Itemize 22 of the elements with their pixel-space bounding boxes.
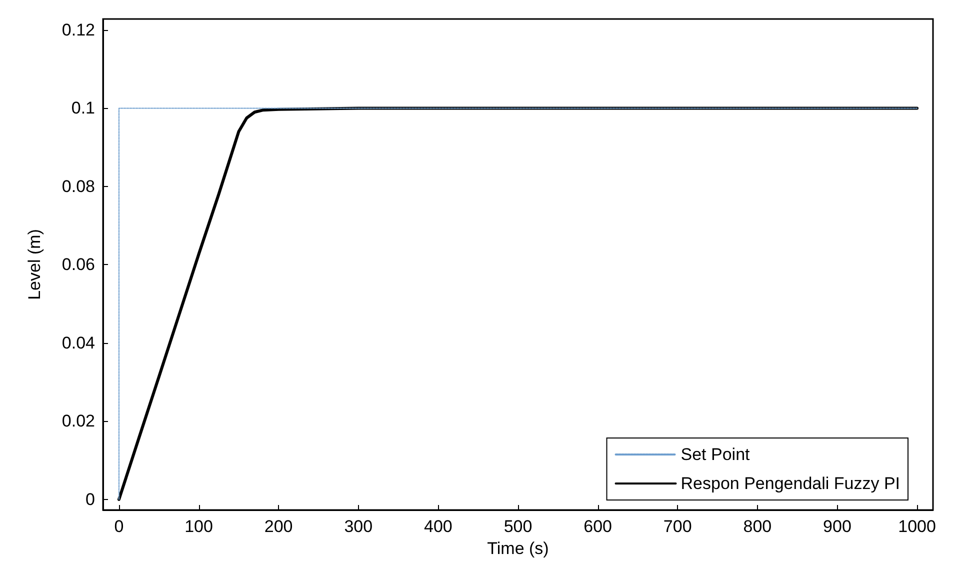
y-tick-label: 0.02 xyxy=(62,412,95,431)
x-tick-label: 900 xyxy=(823,517,852,536)
y-tick-label: 0.08 xyxy=(62,176,95,196)
x-axis-title: Time (s) xyxy=(487,539,549,558)
y-tick-label: 0.12 xyxy=(62,20,95,40)
x-tick-label: 400 xyxy=(424,517,452,536)
x-tick-label: 600 xyxy=(584,517,612,536)
x-tick-label: 800 xyxy=(743,517,772,536)
legend-label: Set Point xyxy=(680,445,750,464)
y-tick-label: 0.04 xyxy=(62,333,95,352)
x-tick-label: 1000 xyxy=(898,517,936,536)
y-tick-label: 0.1 xyxy=(71,98,95,118)
x-tick-label: 200 xyxy=(264,517,293,536)
x-tick-label: 100 xyxy=(184,517,213,536)
x-tick-label: 700 xyxy=(663,517,692,536)
legend-label: Respon Pengendali Fuzzy PI xyxy=(680,474,900,493)
x-tick-label: 0 xyxy=(114,517,124,536)
y-tick-label: 0 xyxy=(86,490,95,509)
y-axis-title: Level (m) xyxy=(25,229,44,300)
y-tick-label: 0.06 xyxy=(62,255,95,274)
x-tick-label: 500 xyxy=(504,517,532,536)
x-tick-label: 300 xyxy=(344,517,373,536)
